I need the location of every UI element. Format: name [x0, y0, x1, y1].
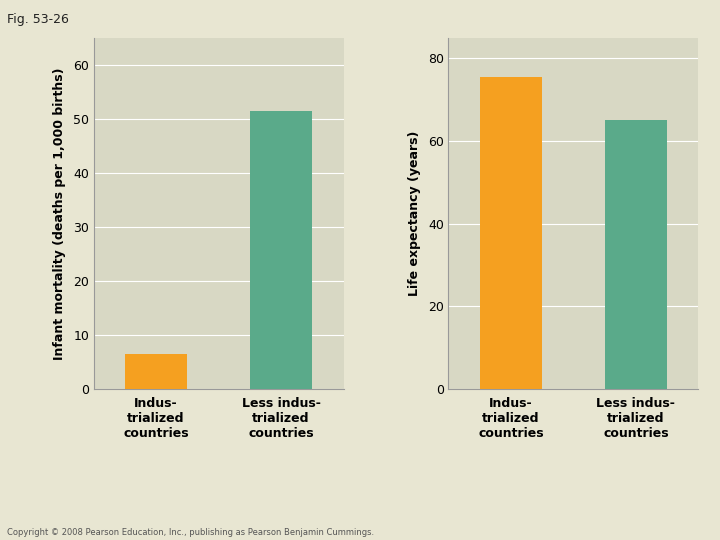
Y-axis label: Infant mortality (deaths per 1,000 births): Infant mortality (deaths per 1,000 birth… — [53, 67, 66, 360]
Bar — [250, 111, 312, 389]
Bar — [480, 77, 542, 389]
Text: Fig. 53-26: Fig. 53-26 — [7, 14, 69, 26]
Y-axis label: Life expectancy (years): Life expectancy (years) — [408, 131, 421, 296]
Bar — [605, 120, 667, 389]
Text: Copyright © 2008 Pearson Education, Inc., publishing as Pearson Benjamin Cumming: Copyright © 2008 Pearson Education, Inc.… — [7, 528, 374, 537]
Bar — [125, 354, 187, 389]
